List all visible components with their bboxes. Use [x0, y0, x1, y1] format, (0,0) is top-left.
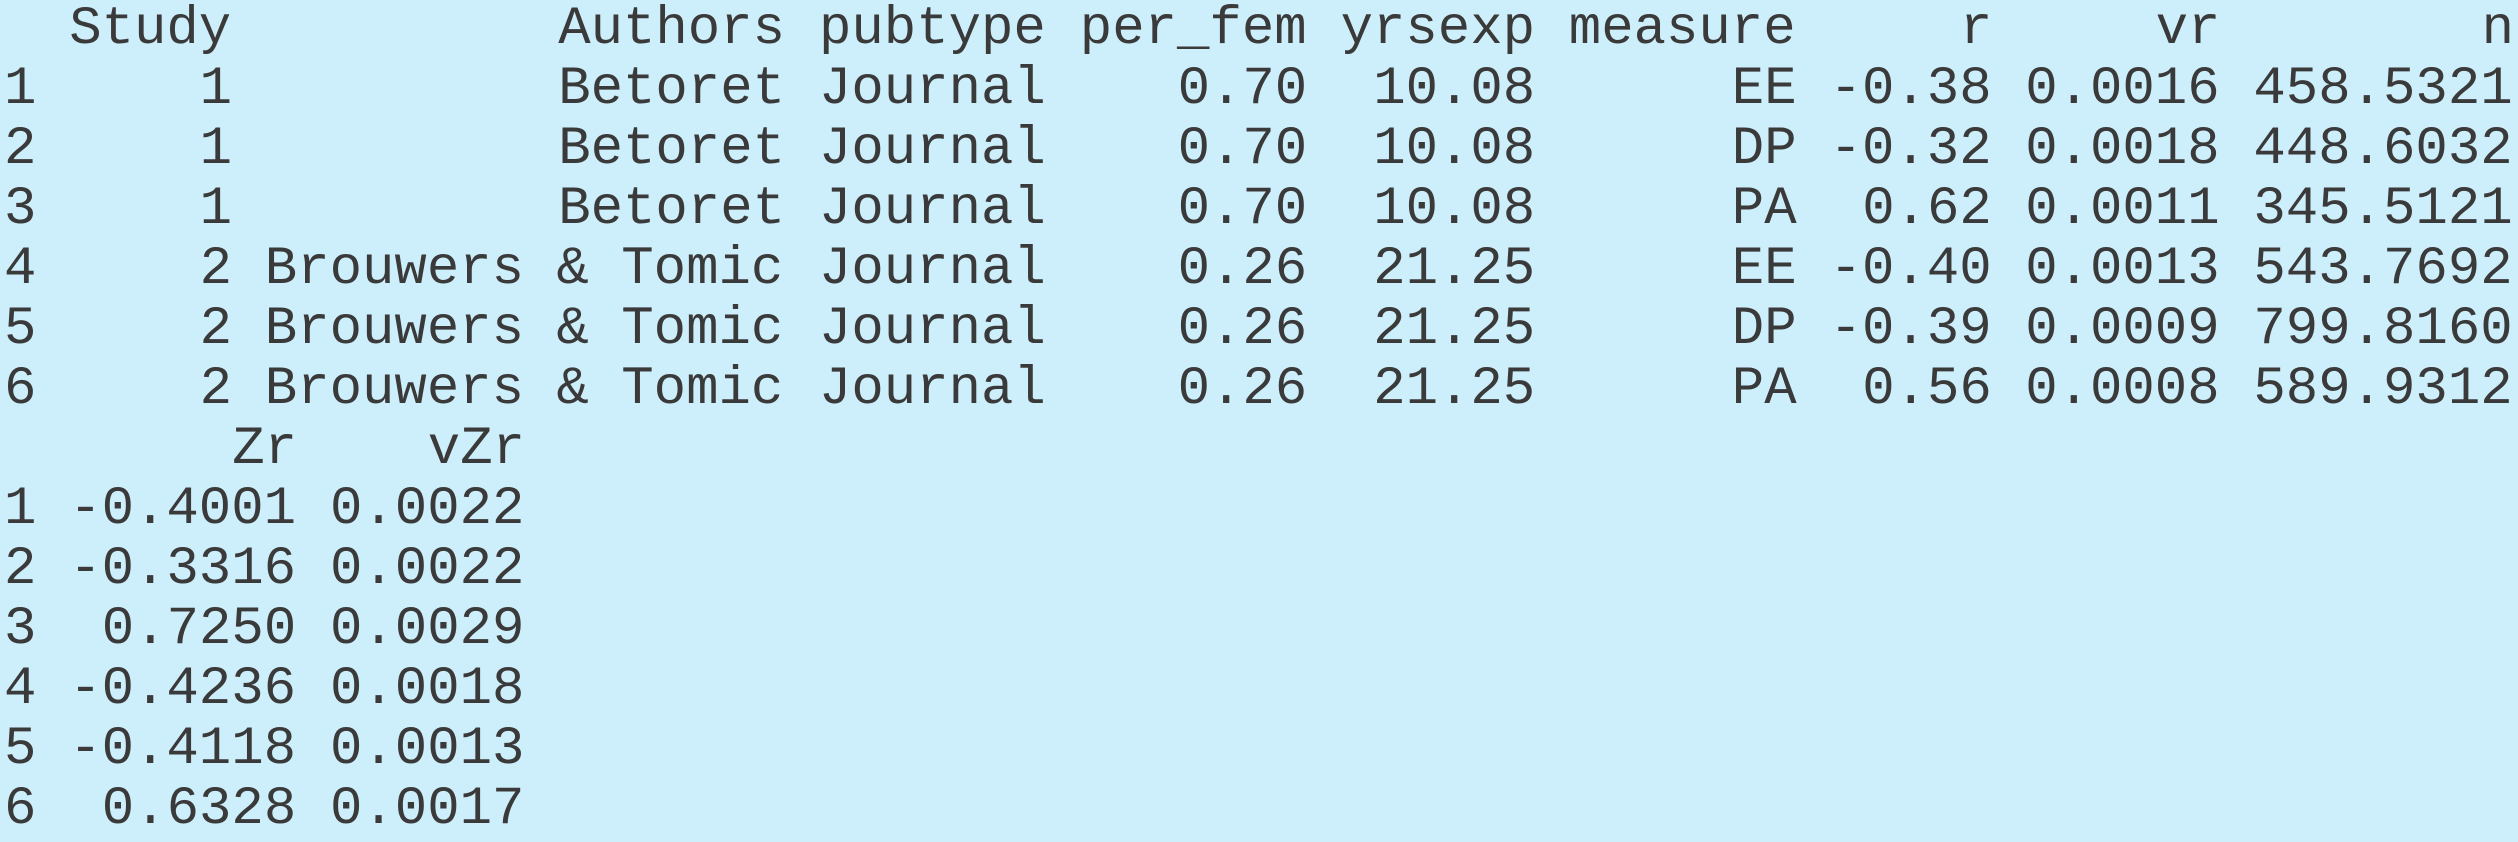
cell-value: 0.0029 [330, 599, 525, 660]
cell-value: 0.26 [1177, 299, 1308, 360]
cell-value: 799.8160 [2253, 299, 2513, 360]
cell-value: 1 [199, 179, 232, 240]
cell-value: DP [1731, 119, 1797, 180]
cell-value: 21.25 [1373, 359, 1536, 420]
cell-value: DP [1731, 299, 1797, 360]
cell-value: 458.5321 [2253, 59, 2513, 120]
cell-value: 345.5121 [2253, 179, 2513, 240]
cell-value: 0.56 [1862, 359, 1992, 420]
cell-value: PA [1731, 179, 1797, 240]
column-header: measure [1568, 0, 1796, 60]
cell-value: 0.0018 [330, 659, 525, 720]
cell-value: 0.0011 [2025, 179, 2220, 240]
cell-value: 0.0013 [2025, 239, 2220, 300]
cell-value: Journal [819, 239, 1046, 300]
cell-value: 0.6328 [101, 779, 297, 840]
cell-value: 0.0009 [2025, 299, 2220, 360]
cell-value: -0.38 [1829, 59, 1992, 120]
cell-value: PA [1731, 359, 1797, 420]
cell-value: 21.25 [1373, 239, 1536, 300]
cell-value: Journal [819, 119, 1046, 180]
cell-value: Journal [819, 179, 1046, 240]
cell-value: 0.0022 [330, 479, 525, 540]
cell-value: -0.32 [1829, 119, 1992, 180]
cell-value: 589.9312 [2253, 359, 2513, 420]
cell-value: Betoret [558, 119, 786, 180]
cell-value: -0.4001 [69, 479, 297, 540]
cell-value: 0.0016 [2025, 59, 2220, 120]
cell-value: Brouwers & Tomic [264, 239, 784, 300]
cell-value: 0.0013 [330, 719, 525, 780]
cell-value: -0.4118 [69, 719, 297, 780]
cell-value: 0.70 [1177, 119, 1308, 180]
cell-value: 0.26 [1177, 239, 1308, 300]
cell-value: 21.25 [1373, 299, 1536, 360]
cell-value: Journal [819, 359, 1046, 420]
cell-value: 1 [199, 119, 232, 180]
row-name: 5 [4, 719, 37, 780]
cell-value: -0.4236 [69, 659, 297, 720]
cell-value: 10.08 [1373, 59, 1536, 120]
cell-value: 2 [199, 299, 232, 360]
cell-value: -0.40 [1829, 239, 1992, 300]
cell-value: Journal [819, 299, 1046, 360]
cell-value: -0.3316 [69, 539, 297, 600]
cell-value: 448.6032 [2253, 119, 2513, 180]
cell-value: 2 [199, 239, 232, 300]
cell-value: -0.39 [1829, 299, 1992, 360]
column-header: Study [69, 0, 232, 60]
cell-value: 0.70 [1177, 59, 1308, 120]
column-header: r [1960, 0, 1993, 60]
row-name: 1 [4, 59, 37, 120]
cell-value: 2 [199, 359, 232, 420]
cell-value: 543.7692 [2253, 239, 2513, 300]
row-name: 1 [4, 479, 37, 540]
cell-value: Betoret [558, 59, 786, 120]
column-header: vr [2155, 0, 2221, 60]
cell-value: 0.26 [1177, 359, 1308, 420]
row-name: 6 [4, 359, 37, 420]
row-name: 5 [4, 299, 37, 360]
row-name: 3 [4, 599, 37, 660]
column-header: Authors [558, 0, 786, 60]
cell-value: 10.08 [1373, 119, 1536, 180]
cell-value: EE [1731, 59, 1797, 120]
row-name: 3 [4, 179, 37, 240]
cell-value: 0.0018 [2025, 119, 2220, 180]
row-name: 4 [4, 239, 37, 300]
cell-value: EE [1731, 239, 1797, 300]
cell-value: Brouwers & Tomic [264, 359, 784, 420]
column-header: n [2481, 0, 2514, 60]
row-name: 6 [4, 779, 37, 840]
cell-value: 0.7250 [101, 599, 297, 660]
cell-value: Betoret [558, 179, 786, 240]
cell-value: Journal [819, 59, 1046, 120]
column-header: yrsexp [1340, 0, 1536, 60]
cell-value: 1 [199, 59, 232, 120]
cell-value: 0.0017 [330, 779, 525, 840]
column-header: per_fem [1079, 0, 1307, 60]
cell-value: 0.0008 [2025, 359, 2220, 420]
column-header: pubtype [819, 0, 1046, 60]
row-name: 2 [4, 119, 37, 180]
column-header: vZr [427, 419, 526, 480]
cell-value: 0.70 [1177, 179, 1308, 240]
cell-value: 0.62 [1862, 179, 1992, 240]
column-header: Zr [232, 419, 297, 480]
row-name: 4 [4, 659, 37, 720]
cell-value: Brouwers & Tomic [264, 299, 784, 360]
cell-value: 10.08 [1373, 179, 1536, 240]
cell-value: 0.0022 [330, 539, 525, 600]
row-name: 2 [4, 539, 37, 600]
